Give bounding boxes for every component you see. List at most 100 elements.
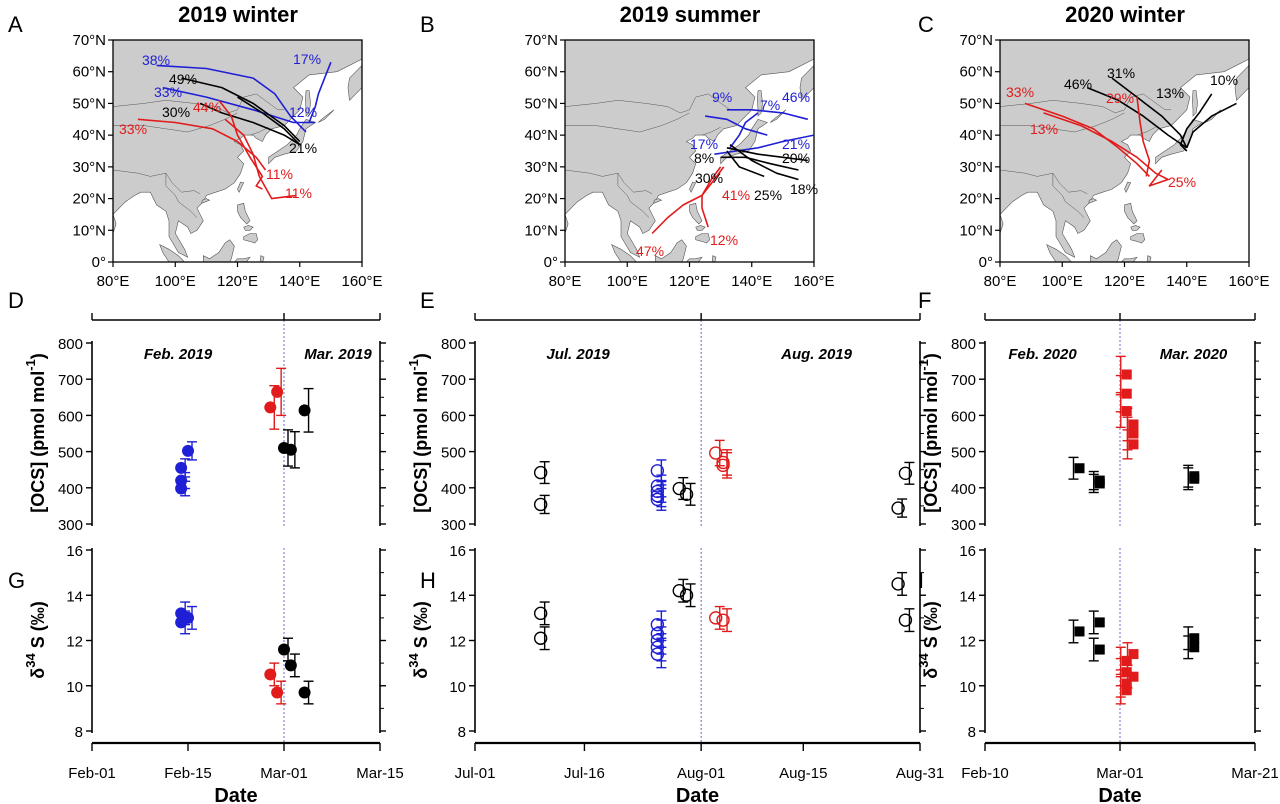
ocs-label-sup: -1 [406,359,421,371]
x-axis-label: Date [1098,785,1141,804]
trajectory-black-5 [726,147,808,162]
trajectory-blue-1 [308,61,332,123]
data-point [650,492,665,507]
data-point [1121,369,1132,380]
x-tick-label: Feb-01 [68,765,116,782]
map-b-lat-tick-label: 50°N [524,95,558,112]
data-point [1094,478,1105,489]
map-a-lat-tick-label: 60°N [72,64,106,81]
map-c-lon-tick-label: 80°E [984,273,1017,290]
map-labels-c: 31% 46% 10% 33% 29% 13% 13% 25% [1006,65,1238,190]
data-point [1074,626,1085,637]
data-point [533,497,548,512]
map-b-land-hainan [653,198,663,204]
data-point [1128,419,1139,430]
data-point [891,501,905,515]
data-point [650,464,665,478]
data-point [264,668,277,681]
data-point [650,617,665,632]
map-a-land-sakhalin [305,90,311,117]
trajectory-blue-1 [704,115,768,136]
ocs-label-close: ) [411,353,431,359]
map-a-land-halmahera [259,255,265,262]
map-b-lat-tick-label: 0° [544,254,558,271]
trajectory-label: 7% [760,97,780,113]
y-tick-label: 700 [441,372,466,389]
data-point [284,443,297,456]
trajectory-label: 46% [782,89,810,105]
ocs-axis-label: [OCS] (pmol mol-1) [406,353,431,513]
panel-letter-a: A [8,12,23,37]
trajectory-blue-0 [726,109,808,121]
y-tick-label: 8 [458,724,466,741]
map-a-land-visayas [243,225,254,231]
data-point [1128,428,1139,439]
d34s-axis-label: δ34 S (‰) [916,601,941,678]
data-point [182,611,194,624]
map-c-land-kamchatka [1234,64,1249,101]
data-point [175,461,188,474]
d34s-label-rest: S (‰) [411,601,431,653]
data-point [1121,655,1132,666]
map-c-lat-tick-label: 0° [979,254,993,271]
map-a-border-2 [113,169,201,195]
map-c-border-2 [1000,169,1088,195]
y-tick-label: 14 [959,588,976,605]
x-tick-label: Jul-01 [455,765,496,782]
data-point [182,444,194,457]
x-tick-label: Aug-01 [677,765,725,782]
map-c-land-sumatra [1046,243,1072,262]
d34s-axis-label-g: δ34 S (‰) [23,601,48,678]
data-point [716,458,730,473]
map-b-lon-tick-label: 120°E [669,273,710,290]
map-a-lat-tick-label: 50°N [72,95,106,112]
data-point [533,465,548,480]
x-tick-label: Mar-15 [356,765,404,782]
data-point [679,487,694,502]
x-tick-label: Mar-21 [1231,765,1279,782]
map-c-land-borneo [1090,239,1122,262]
map-c-land-sakhalin [1192,90,1198,117]
map-c-land-visayas [1130,225,1141,231]
month-label: Jul. 2019 [546,346,610,363]
ocs-label-main: [OCS] (pmol mol [411,371,431,513]
map-c-lon-tick-label: 100°E [1042,273,1083,290]
y-tick-label: 400 [951,481,976,498]
d34s-label-rest: S (‰) [921,601,941,653]
trajectory-label: 11% [266,166,293,182]
data-point [1189,633,1200,644]
map-labels-a: 38% 17%49%33%44%30% 12%33%21%11%11% [119,51,321,201]
d34s-axis-label: δ34 S (‰) [23,601,48,678]
trajectory-blue-0 [156,64,307,133]
map-c-lat-tick-label: 40°N [959,127,993,144]
y-tick-label: 500 [951,445,976,462]
map-b-lat-tick-label: 70°N [524,32,558,49]
y-tick-label: 8 [75,724,83,741]
trajectory-red-9 [701,166,722,228]
panel-letter-d: D [8,288,24,313]
map-b-lat-tick-label: 20°N [524,191,558,208]
d34s-axis-label-h: δ34 S (‰) [406,601,431,678]
data-point [1121,667,1132,678]
month-label: Feb. 2019 [144,346,213,363]
trajectory-label: 30% [695,170,723,186]
data-point [1094,644,1105,655]
data-point [650,647,665,661]
map-a-lon-tick-label: 120°E [217,273,258,290]
trajectory-label: 12% [710,232,738,248]
data-point [278,643,290,656]
data-point [175,482,188,495]
data-point [679,588,694,602]
d34s-label-sup: 34 [23,653,38,668]
map-c-land-halmahera [1146,255,1152,262]
map-c-border-3 [1136,126,1156,136]
data-point [1189,642,1200,653]
trajectory-label: 49% [169,71,197,87]
map-a-land [113,40,362,262]
map-c-lat-tick-label: 60°N [959,64,993,81]
trajectory-black-6 [729,144,799,181]
map-b-land-borneo [654,239,687,262]
data-point [1121,406,1132,417]
map-a-land-hainan [201,198,211,204]
trajectory-label: 13% [1030,121,1058,137]
